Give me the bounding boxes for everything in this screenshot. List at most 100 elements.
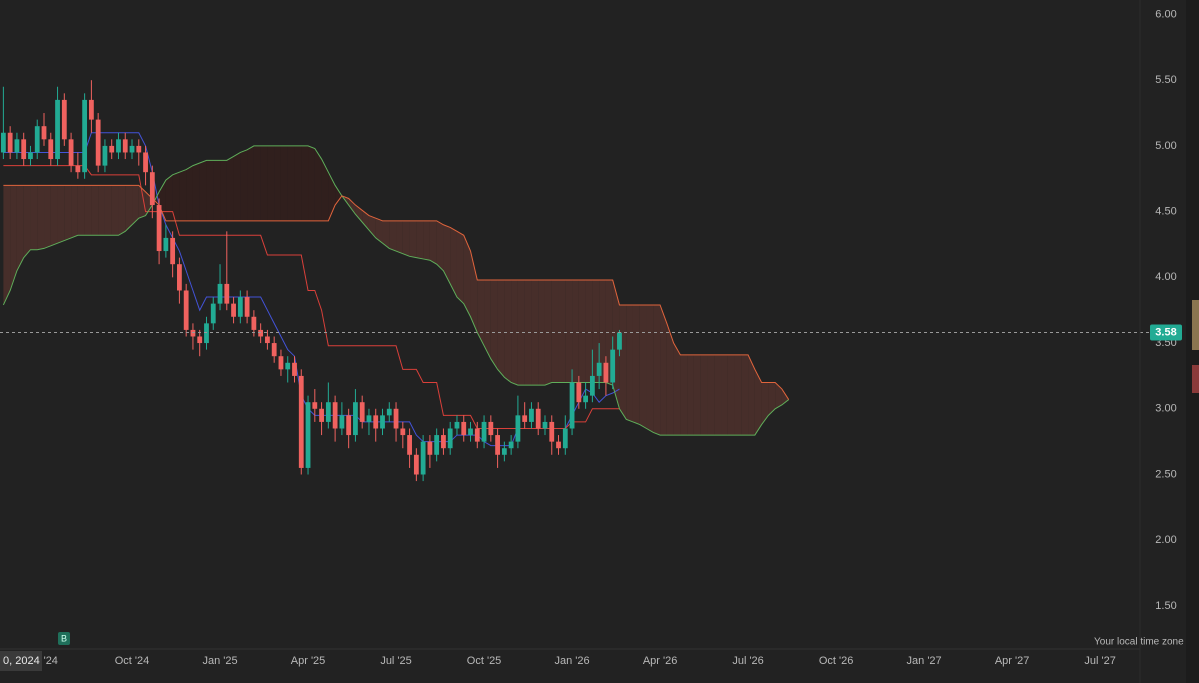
candle-body (610, 349, 616, 383)
candle-body (41, 126, 47, 140)
cloud-segment (111, 185, 119, 236)
candle-body (95, 119, 101, 166)
marker-label[interactable]: B (61, 633, 67, 643)
x-tick-label: Apr '25 (291, 655, 326, 667)
cloud-segment (84, 185, 92, 236)
x-tick-label: Jan '25 (202, 655, 237, 667)
y-tick-label: 6.00 (1155, 8, 1176, 20)
candle-body (285, 362, 291, 370)
candle-body (190, 329, 196, 337)
cloud-segment (456, 231, 464, 304)
x-tick-label: Jul '25 (380, 655, 411, 667)
cloud-segment (152, 191, 160, 206)
cloud-segment (348, 198, 356, 215)
candle-body (109, 145, 115, 153)
cloud-segment (77, 185, 85, 236)
cloud-segment (775, 382, 782, 409)
cloud-segment (253, 145, 261, 221)
candle-body (292, 362, 297, 376)
candle-body (346, 415, 352, 436)
cloud-segment (44, 185, 51, 249)
cloud-segment (71, 185, 78, 238)
cloud-segment (10, 185, 17, 291)
x-tick-label: Jul '27 (1084, 655, 1115, 667)
cloud-segment (260, 145, 268, 221)
candle-body (603, 362, 609, 383)
candle-body (556, 441, 561, 449)
cloud-segment (125, 185, 133, 232)
candle-body (562, 428, 568, 449)
candle-body (244, 297, 250, 317)
candle-body (251, 316, 257, 330)
candle-body (271, 343, 277, 357)
cloud-segment (517, 279, 525, 386)
candle-body (576, 382, 582, 403)
cloud-segment (443, 224, 451, 284)
cloud-segment (754, 369, 762, 436)
candle-body (434, 435, 440, 455)
candle-body (454, 421, 460, 429)
candle-body (488, 421, 494, 436)
y-tick-label: 1.50 (1155, 600, 1176, 612)
cloud-segment (396, 220, 403, 254)
candle-body (34, 126, 40, 153)
cloud-segment (714, 354, 722, 436)
cloud-segment (165, 174, 173, 221)
x-tick-label: Jan '27 (907, 655, 942, 667)
cloud-segment (267, 145, 275, 221)
x-tick-label: Oct '24 (115, 655, 150, 667)
cloud-segment (673, 343, 681, 436)
x-tick-label: Oct '26 (819, 655, 854, 667)
x-tick-label: Oct '25 (467, 655, 502, 667)
cloud-segment (585, 279, 593, 383)
cloud-segment (308, 145, 315, 221)
candle-body (55, 99, 60, 160)
cloud-segment (707, 354, 715, 436)
cloud-segment (484, 279, 491, 359)
cloud-segment (389, 220, 397, 252)
candle-body (529, 408, 534, 422)
cloud-segment (504, 279, 512, 383)
candle-body (129, 145, 135, 153)
cloud-segment (477, 279, 485, 346)
cloud-segment (233, 152, 241, 221)
candle-body (420, 441, 426, 475)
candle-body (156, 205, 162, 252)
cloud-segment (734, 354, 742, 436)
candle-body (380, 415, 385, 429)
cloud-segment (57, 185, 65, 244)
candle-body (278, 356, 284, 370)
candle-body (61, 99, 67, 140)
cloud-segment (490, 279, 498, 370)
cloud-segment (646, 304, 654, 433)
cloud-segment (50, 185, 58, 246)
price-tag (1150, 324, 1182, 341)
candle-body (82, 99, 88, 173)
cloud-segment (619, 304, 627, 420)
candle-body (21, 139, 27, 160)
cloud-segment (572, 279, 579, 383)
cloud-segment (382, 220, 390, 249)
cloud-segment (626, 304, 633, 422)
cloud-segment (497, 279, 505, 378)
cloud-segment (748, 354, 755, 436)
cloud-segment (578, 279, 586, 383)
marker-badge[interactable] (58, 632, 70, 645)
candle-body (224, 283, 230, 304)
cloud-segment (335, 185, 342, 206)
side-panel-block (1192, 300, 1199, 350)
candle-body (535, 408, 541, 429)
plot-area (0, 80, 1150, 482)
x-tick-label: Apr '26 (643, 655, 678, 667)
candle-body (298, 375, 304, 468)
cloud-segment (3, 185, 11, 305)
candle-body (122, 139, 128, 153)
x-tick-label: Jan '26 (554, 655, 589, 667)
candle-body (468, 428, 473, 436)
y-tick-label: 5.00 (1155, 140, 1176, 152)
candle-body (332, 402, 338, 429)
cloud-segment (761, 382, 769, 425)
candle-body (339, 415, 345, 429)
candle-body (474, 428, 480, 442)
crosshair-label: 0, 2024 (3, 655, 40, 667)
